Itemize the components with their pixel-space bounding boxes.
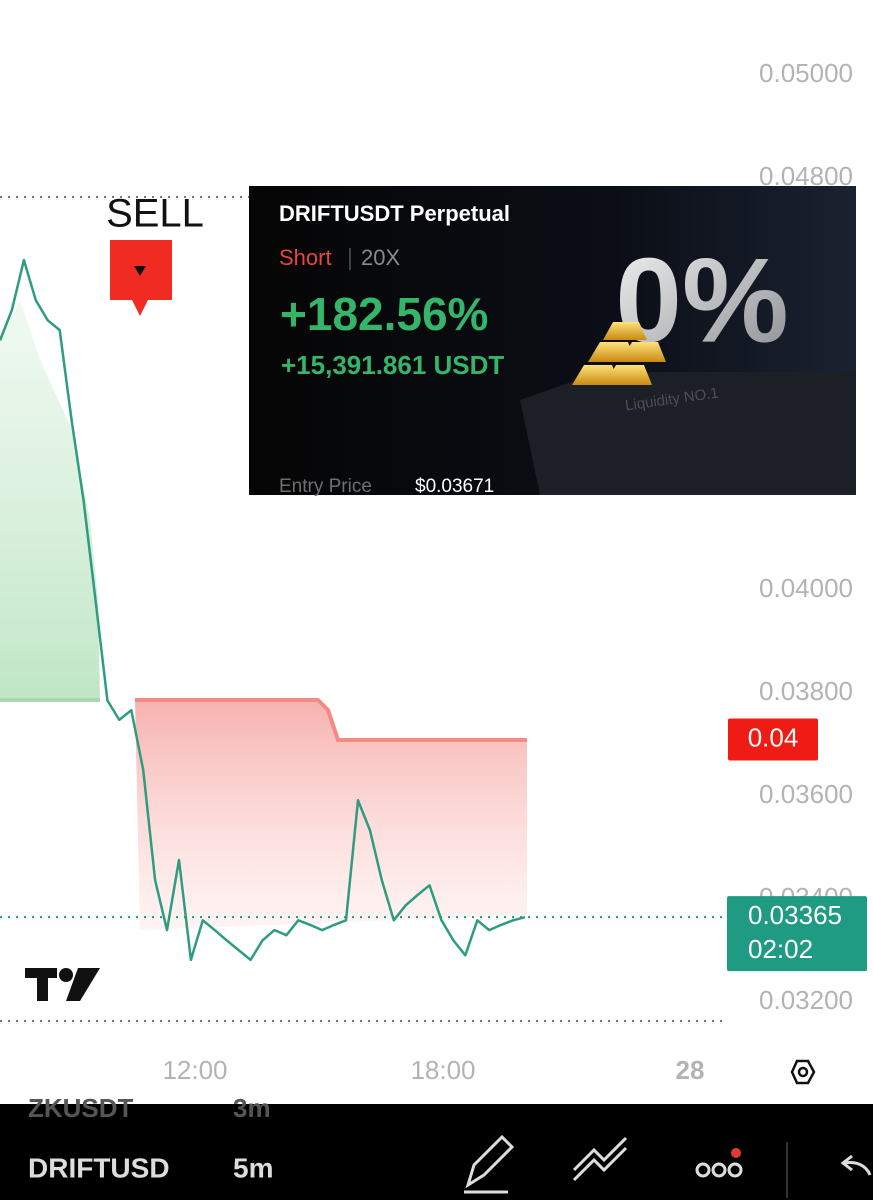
x-tick-label: 28	[676, 1055, 705, 1085]
entry-value: $0.03671	[415, 476, 494, 497]
sell-marker	[110, 240, 172, 316]
roi: +182.56%	[280, 288, 488, 340]
red-zone	[135, 700, 527, 930]
y-tick-label: 0.03600	[759, 779, 853, 809]
y-tick-label: 0.03800	[759, 676, 853, 706]
level-box	[728, 718, 818, 761]
platform	[520, 372, 856, 495]
gold-bars	[572, 322, 666, 385]
sell-arrow	[134, 266, 146, 276]
toolbar	[0, 1104, 873, 1200]
green-zone	[0, 300, 100, 700]
settings-icon[interactable]	[790, 1059, 816, 1085]
price-line	[0, 258, 526, 962]
level-label: 0.04	[748, 722, 799, 752]
chart: 0.032000.034000.036000.038000.040000.042…	[0, 58, 867, 1085]
y-tick-label: 0.03200	[759, 985, 853, 1015]
sell-label: SELL	[106, 192, 204, 236]
draw-icon[interactable]	[464, 1134, 515, 1194]
x-tick-label: 12:00	[162, 1055, 227, 1085]
undo-icon[interactable]	[840, 1154, 872, 1176]
side: Short	[279, 245, 332, 270]
x-tick-label: 18:00	[410, 1055, 475, 1085]
pnl: +15,391.861 USDT	[281, 350, 504, 380]
trend-icon[interactable]	[572, 1136, 628, 1182]
interval[interactable]: 5m	[233, 1152, 273, 1183]
card-title: DRIFTUSDT Perpetual	[279, 201, 510, 226]
red-zone-line	[135, 698, 527, 742]
more-icon[interactable]	[695, 1148, 743, 1178]
symbol[interactable]: DRIFTUSD	[28, 1152, 170, 1183]
tradingview-logo	[25, 968, 100, 1001]
prev-interval[interactable]: 3m	[233, 1093, 271, 1123]
y-tick-label: 0.04000	[759, 573, 853, 603]
entry-label: Entry Price	[279, 476, 372, 497]
countdown: 02:02	[748, 934, 813, 964]
last-price-label: 0.03365	[748, 900, 842, 930]
last-price-box	[727, 896, 867, 972]
card: DRIFTUSDT Perpetual Short 20X +182.56% +…	[249, 186, 856, 497]
prev-symbol[interactable]: ZKUSDT	[28, 1093, 134, 1123]
y-tick-label: 0.05000	[759, 58, 853, 88]
leverage: 20X	[361, 245, 400, 270]
